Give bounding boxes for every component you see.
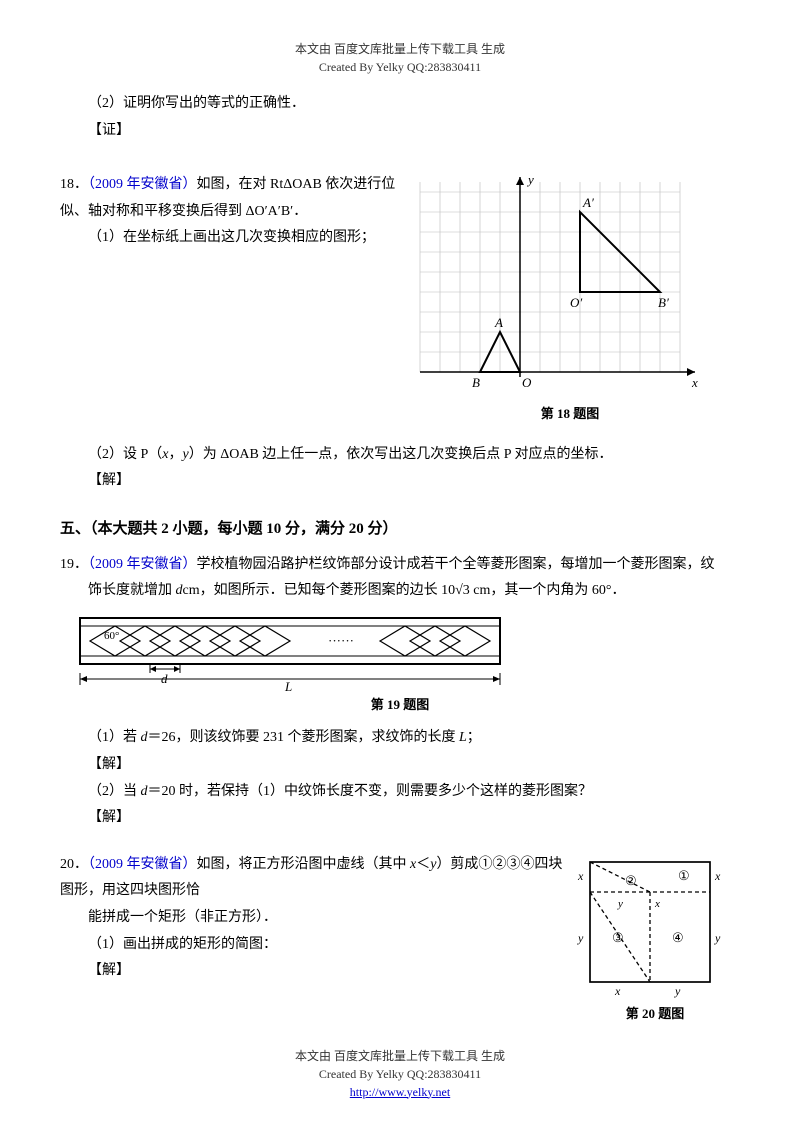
svg-text:x: x — [714, 869, 721, 883]
svg-text:y: y — [526, 172, 534, 187]
svg-text:60°: 60° — [104, 630, 119, 642]
svg-text:x: x — [691, 375, 698, 390]
q18-num: 18． — [60, 177, 88, 192]
q20-part1: （1）画出拼成的矩形的简图： — [88, 932, 570, 959]
svg-text:③: ③ — [612, 930, 624, 945]
q18-source: （2009 年安徽省） — [88, 177, 197, 192]
q20: 20．（2009 年安徽省）如图，将正方形沿图中虚线（其中 x＜y）剪成①②③④… — [60, 852, 740, 1027]
svg-text:O′: O′ — [570, 295, 582, 310]
svg-text:y: y — [577, 931, 584, 945]
svg-text:L: L — [284, 679, 292, 693]
q19-sol1: 【解】 — [88, 752, 740, 779]
svg-text:②: ② — [625, 873, 637, 888]
svg-text:x: x — [654, 898, 660, 910]
q20-text2: 能拼成一个矩形（非正方形）． — [88, 905, 570, 932]
q18-figure: x y A B O A′ O′ B′ — [400, 172, 700, 402]
svg-text:④: ④ — [672, 930, 684, 945]
q19-figure: 60° ······ d L — [60, 613, 520, 693]
q20-sol: 【解】 — [88, 958, 570, 985]
svg-text:A′: A′ — [582, 195, 594, 210]
q19-sol2: 【解】 — [88, 805, 740, 832]
svg-text:y: y — [617, 898, 623, 910]
q19-source: （2009 年安徽省） — [88, 557, 197, 572]
section5-title: 五、（本大题共 2 小题，每小题 10 分，满分 20 分） — [60, 515, 740, 544]
svg-text:B′: B′ — [658, 295, 669, 310]
footer-link[interactable]: http://www.yelky.net — [350, 1085, 450, 1099]
q18-part2: （2）设 P（x，y）为 ΔOAB 边上任一点，依次写出这几次变换后点 P 对应… — [88, 442, 740, 469]
q19-part1: （1）若 d＝26，则该纹饰要 231 个菱形图案，求纹饰的长度 L； — [88, 725, 740, 752]
svg-text:B: B — [472, 375, 480, 390]
q18-caption: 第 18 题图 — [400, 402, 740, 427]
svg-text:O: O — [522, 375, 532, 390]
q19-part2: （2）当 d＝20 时，若保持（1）中纹饰长度不变，则需要多少个这样的菱形图案？ — [88, 779, 740, 806]
svg-text:A: A — [494, 315, 503, 330]
footer-line2: Created By Yelky QQ:283830411 — [60, 1065, 740, 1083]
q19-caption: 第 19 题图 — [60, 693, 740, 718]
q20-num: 20． — [60, 857, 88, 872]
header-line2: Created By Yelky QQ:283830411 — [60, 58, 740, 76]
q19-num: 19． — [60, 557, 88, 572]
svg-text:······: ······ — [328, 633, 354, 648]
footer-line1: 本文由 百度文库批量上传下载工具 生成 — [60, 1047, 740, 1065]
q20-source: （2009 年安徽省） — [88, 857, 197, 872]
q19: 19．（2009 年安徽省）学校植物园沿路护栏纹饰部分设计成若干个全等菱形图案，… — [60, 552, 740, 832]
q20-figure: x y x y x y y x ① ② ③ ④ — [570, 852, 730, 1002]
header-line1: 本文由 百度文库批量上传下载工具 生成 — [60, 40, 740, 58]
q18-part1: （1）在坐标纸上画出这几次变换相应的图形； — [88, 225, 400, 252]
svg-text:y: y — [714, 931, 721, 945]
svg-text:x: x — [614, 984, 621, 998]
q18: 18．（2009 年安徽省）如图，在对 RtΔOAB 依次进行位似、轴对称和平移… — [60, 172, 740, 495]
svg-text:①: ① — [678, 868, 690, 883]
q20-text-a: 如图，将正方形沿图中虚线（其中 — [197, 857, 411, 872]
svg-text:x: x — [577, 869, 584, 883]
svg-text:y: y — [674, 984, 681, 998]
q19-text2: 饰长度就增加 dcm，如图所示．已知每个菱形图案的边长 10√3 cm，其一个内… — [88, 578, 740, 605]
q17-part2: （2）证明你写出的等式的正确性． — [88, 91, 740, 118]
page-header: 本文由 百度文库批量上传下载工具 生成 Created By Yelky QQ:… — [60, 40, 740, 76]
q17-proof: 【证】 — [88, 118, 740, 145]
q19-text1: 学校植物园沿路护栏纹饰部分设计成若干个全等菱形图案，每增加一个菱形图案，纹 — [197, 557, 715, 572]
q20-caption: 第 20 题图 — [570, 1002, 740, 1027]
q18-sol: 【解】 — [88, 468, 740, 495]
page-footer: 本文由 百度文库批量上传下载工具 生成 Created By Yelky QQ:… — [60, 1047, 740, 1101]
